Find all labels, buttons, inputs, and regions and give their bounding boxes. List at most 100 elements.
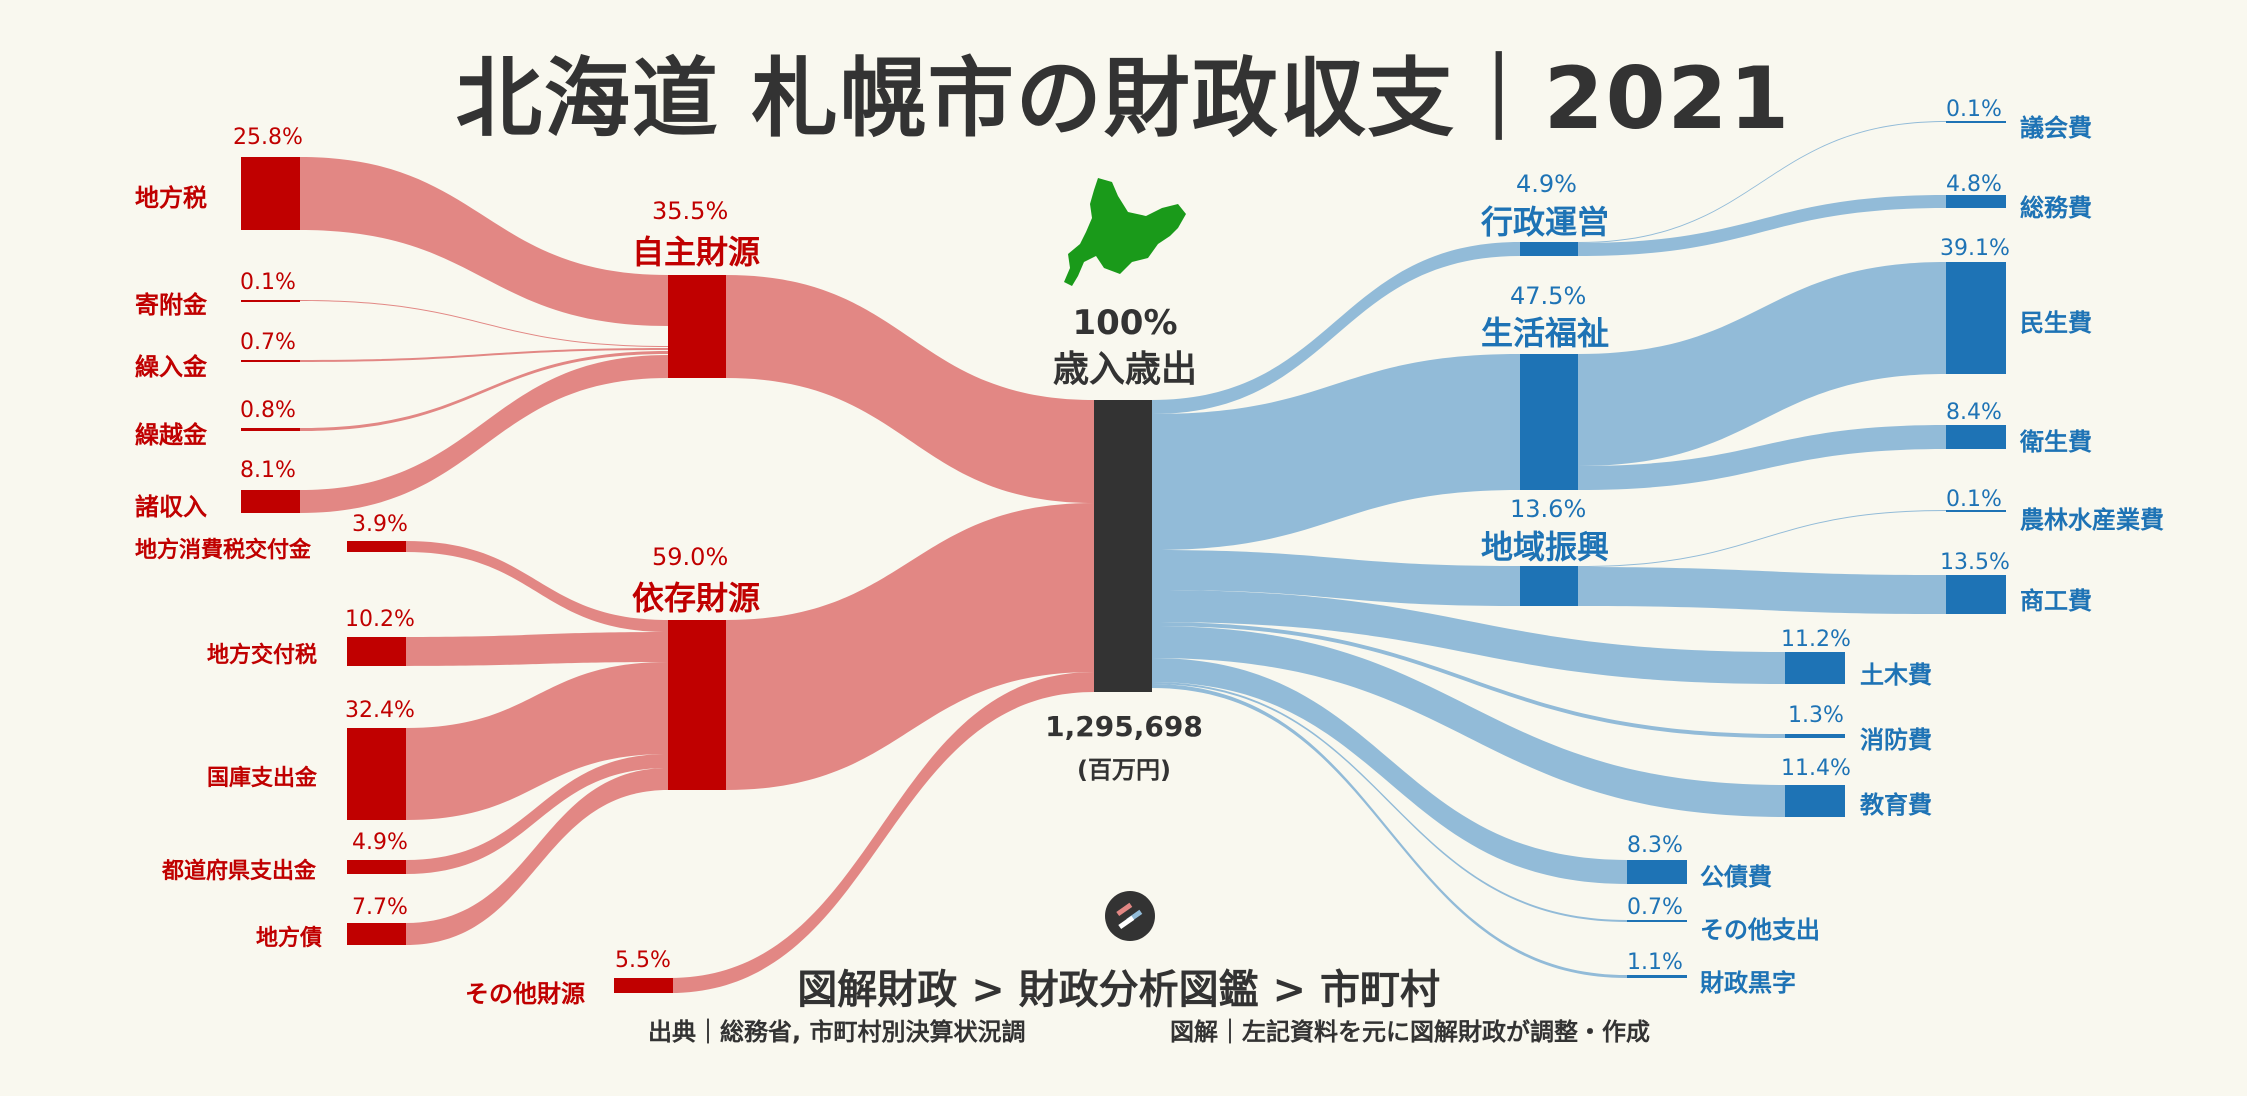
flow-gyosei-somu	[1578, 195, 1946, 256]
flow-shoshunyu	[300, 355, 668, 513]
hokkaido-map-icon	[1064, 178, 1186, 286]
rev-pct-kokko: 32.4%	[345, 698, 415, 723]
node-minsei	[1946, 262, 2006, 374]
node-kurikurekin	[241, 360, 300, 362]
flow-jishu-center	[726, 275, 1094, 503]
node-kokko	[347, 728, 406, 820]
zukai-zaisei-logo-icon	[1105, 891, 1155, 941]
center-total: 1,295,698	[1045, 710, 1203, 743]
flow-chihousai	[406, 768, 668, 945]
exp-pct-kyoiku: 11.4%	[1781, 756, 1851, 781]
exp-pct-eisei: 8.4%	[1946, 400, 2002, 425]
rev-pct-koufuzei: 10.2%	[345, 607, 415, 632]
flow-sonota-center	[670, 672, 1094, 993]
rev-group-pct-izon: 59.0%	[652, 543, 729, 571]
flow-center-kosai	[1152, 658, 1627, 884]
exp-group-label-gyosei: 行政運営	[1481, 203, 1610, 241]
rev-pct-todofuken: 4.9%	[352, 830, 408, 855]
exp-group-label-seikatsu: 生活福祉	[1481, 314, 1610, 352]
flow-center-seikatsu	[1152, 354, 1520, 550]
exp-pct-kuroji: 1.1%	[1627, 950, 1683, 975]
rev-label-kifukin: 寄附金	[135, 291, 207, 319]
exp-pct-norin: 0.1%	[1946, 487, 2002, 512]
center-pct: 100%	[1072, 303, 1178, 343]
source-note: 出典｜総務省, 市町村別決算状況調	[648, 1018, 1026, 1046]
node-somu	[1946, 195, 2006, 208]
flow-shohizei	[406, 541, 668, 632]
node-koufuzei	[347, 637, 406, 666]
exp-label-shobo: 消防費	[1860, 726, 1932, 754]
node-izon	[668, 620, 726, 790]
center-label: 歳入歳出	[1052, 349, 1197, 390]
node-kuroji	[1627, 975, 1687, 978]
exp-group-label-chiiki: 地域振興	[1481, 528, 1610, 566]
exp-pct-doboku: 11.2%	[1781, 627, 1851, 652]
credit-note: 図解｜左記資料を元に図解財政が調整・作成	[1170, 1018, 1650, 1046]
flow-center-kyoiku	[1152, 626, 1785, 817]
rev-pct-chihousai: 7.7%	[352, 895, 408, 920]
node-chiiki	[1520, 566, 1578, 606]
flow-izon-center	[726, 503, 1094, 790]
flow-center-kuroji	[1152, 684, 1627, 978]
exp-group-pct-gyosei: 4.9%	[1516, 170, 1577, 198]
node-chihousai	[347, 923, 406, 945]
exp-label-shoko: 商工費	[2020, 587, 2092, 615]
rev-pct-kifukin: 0.1%	[240, 270, 296, 295]
flow-kurikurekin	[300, 348, 668, 362]
exp-label-minsei: 民生費	[2020, 309, 2092, 337]
node-center	[1094, 400, 1152, 692]
exp-label-kosai: 公債費	[1700, 863, 1772, 891]
node-chihouzei	[241, 157, 300, 230]
exp-pct-minsei: 39.1%	[1940, 236, 2010, 261]
flow-center-gyosei	[1152, 242, 1520, 414]
exp-pct-shobo: 1.3%	[1788, 703, 1844, 728]
node-gyosei	[1520, 242, 1578, 256]
rev-label-sonota: その他財源	[465, 980, 585, 1008]
flow-center-doboku	[1152, 590, 1785, 684]
flow-seikatsu-eisei	[1578, 425, 1946, 490]
rev-label-todofuken: 都道府県支出金	[162, 859, 317, 884]
rev-pct-chihouzei: 25.8%	[233, 125, 303, 150]
exp-label-gikai: 議会費	[2020, 114, 2092, 142]
flow-kurikoshikin	[300, 351, 668, 431]
flow-layer	[300, 121, 1946, 993]
flow-kokko	[406, 662, 668, 820]
exp-label-kuroji: 財政黒字	[1700, 969, 1796, 997]
rev-label-kurikoshikin: 繰越金	[135, 421, 207, 449]
node-shobo	[1785, 734, 1845, 738]
flow-center-chiiki	[1152, 550, 1520, 606]
flow-chiiki-norin	[1578, 510, 1946, 567]
rev-pct-shoshunyu: 8.1%	[240, 458, 296, 483]
exp-label-sonota: その他支出	[1700, 916, 1820, 944]
breadcrumb: 図解財政 > 財政分析図鑑 > 市町村	[797, 967, 1440, 1013]
flow-gyosei-gikai	[1578, 121, 1946, 243]
rev-label-shohizei: 地方消費税交付金	[135, 538, 312, 563]
exp-label-kyoiku: 教育費	[1860, 791, 1932, 819]
node-shohizei	[347, 541, 406, 552]
exp-label-eisei: 衛生費	[2020, 428, 2092, 456]
node-layer	[241, 121, 2006, 993]
exp-pct-kosai: 8.3%	[1627, 833, 1683, 858]
rev-pct-kurikoshikin: 0.8%	[240, 398, 296, 423]
node-shoshunyu	[241, 490, 300, 513]
rev-pct-shohizei: 3.9%	[352, 512, 408, 537]
exp-pct-somu: 4.8%	[1946, 172, 2002, 197]
page-title: 北海道 札幌市の財政収支｜2021	[455, 49, 1792, 149]
rev-label-kurikurekin: 繰入金	[135, 353, 207, 381]
exp-label-somu: 総務費	[2020, 194, 2092, 222]
rev-label-chihouzei: 地方税	[135, 184, 207, 212]
rev-label-kokko: 国庫支出金	[207, 766, 318, 791]
rev-pct-kurikurekin: 0.7%	[240, 330, 296, 355]
exp-label-doboku: 土木費	[1860, 661, 1932, 689]
node-jishu	[668, 275, 726, 378]
rev-label-chihousai: 地方債	[256, 926, 323, 951]
node-kyoiku	[1785, 785, 1845, 817]
center-unit: (百万円)	[1077, 756, 1171, 784]
flow-todofuken	[406, 754, 668, 874]
exp-label-norin: 農林水産業費	[2020, 506, 2164, 534]
exp-pct-shoko: 13.5%	[1940, 550, 2010, 575]
node-kosai	[1627, 860, 1687, 884]
node-eisei	[1946, 425, 2006, 449]
